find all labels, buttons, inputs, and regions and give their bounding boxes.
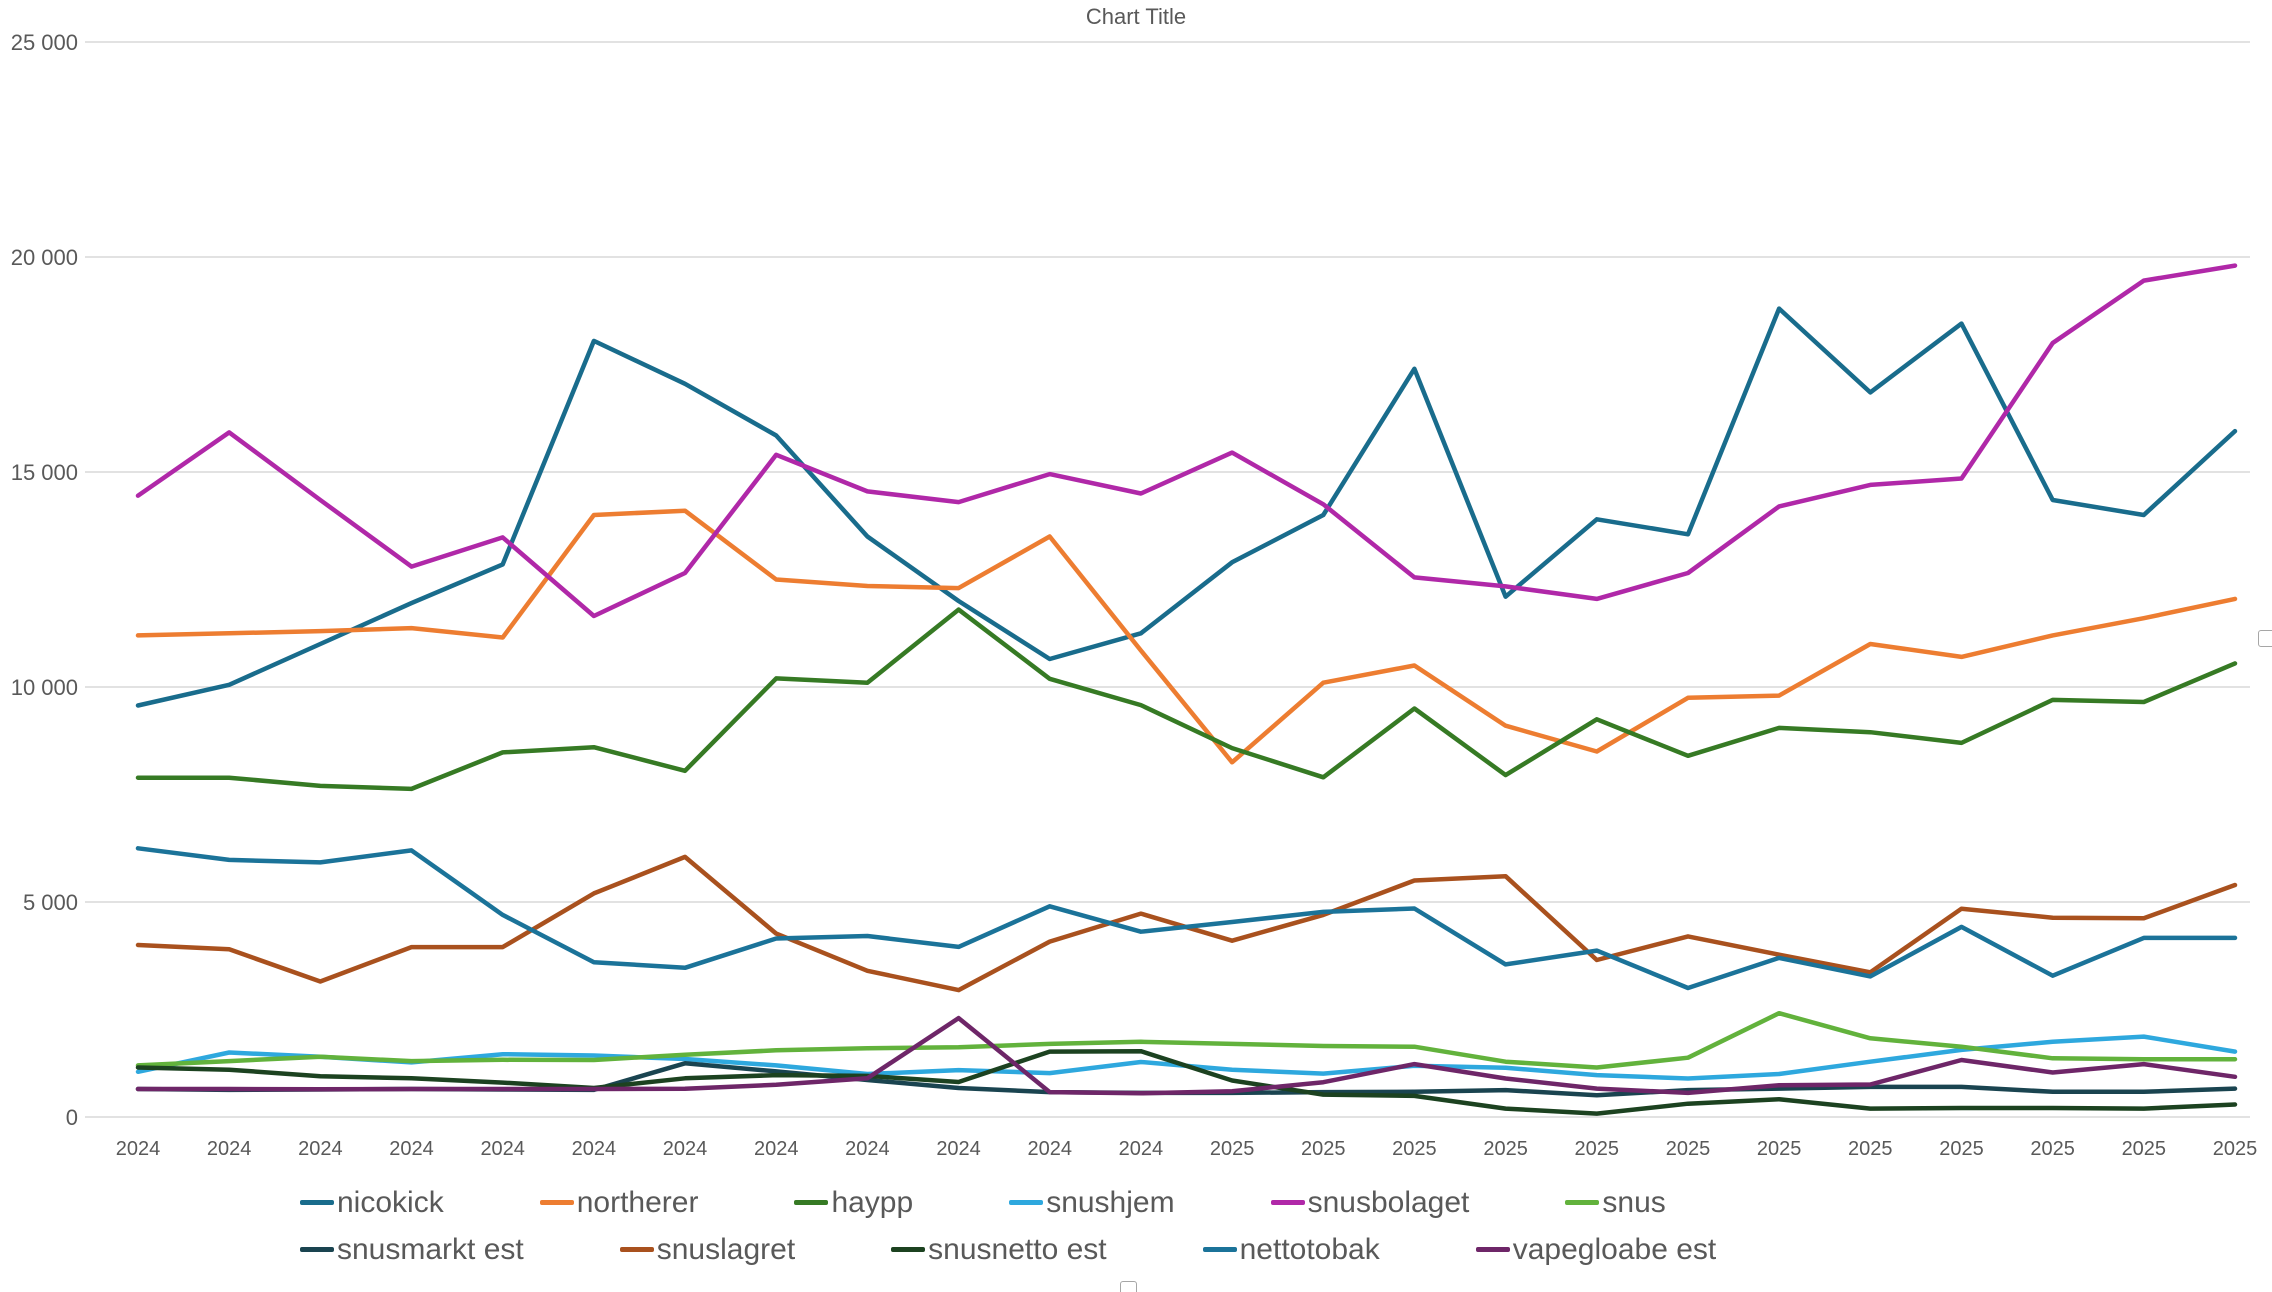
x-axis-label: 2025 xyxy=(1483,1138,1528,1160)
x-axis-label: 2024 xyxy=(389,1138,434,1160)
legend-swatch-icon xyxy=(1202,1247,1237,1252)
legend-item-nicokick[interactable]: nicokick xyxy=(300,1186,444,1219)
y-axis-tick: 5 000 xyxy=(23,890,78,915)
legend-swatch-icon xyxy=(1565,1200,1600,1205)
x-axis-label: 2024 xyxy=(207,1138,252,1160)
legend-item-haypp[interactable]: haypp xyxy=(794,1186,913,1219)
x-axis-label: 2025 xyxy=(2213,1138,2258,1160)
x-axis-label: 2025 xyxy=(1575,1138,1620,1160)
legend-label: snus xyxy=(1602,1186,1666,1219)
legend-swatch-icon xyxy=(1475,1247,1510,1252)
legend-swatch-icon xyxy=(891,1247,926,1252)
x-axis-label: 2024 xyxy=(480,1138,525,1160)
legend-label: snusnetto est xyxy=(928,1233,1107,1266)
legend-item-nettotobak[interactable]: nettotobak xyxy=(1202,1233,1380,1266)
x-axis-label: 2025 xyxy=(1210,1138,1255,1160)
x-axis-label: 2024 xyxy=(1027,1138,1072,1160)
legend-label: snuslagret xyxy=(656,1233,796,1266)
x-axis-label: 2024 xyxy=(1119,1138,1164,1160)
series-line-snusnetto-est[interactable] xyxy=(135,1048,2238,1116)
legend-swatch-icon xyxy=(1270,1200,1305,1205)
legend-swatch-icon xyxy=(300,1247,334,1252)
legend-swatch-icon xyxy=(794,1200,829,1205)
y-axis-tick: 25 000 xyxy=(11,30,78,55)
resize-handle-right[interactable] xyxy=(2258,630,2272,647)
x-axis-label: 2025 xyxy=(1392,1138,1437,1160)
x-axis-label: 2025 xyxy=(2122,1138,2167,1160)
x-axis-label: 2025 xyxy=(1757,1138,1802,1160)
legend-swatch-icon xyxy=(619,1247,654,1252)
series-line-snus[interactable] xyxy=(135,1010,2238,1070)
x-axis-label: 2024 xyxy=(663,1138,708,1160)
x-axis-label: 2024 xyxy=(572,1138,617,1160)
series-line-haypp[interactable] xyxy=(135,607,2238,792)
legend-label: vapegloabe est xyxy=(1512,1233,1717,1266)
x-axis-label: 2025 xyxy=(2030,1138,2075,1160)
series-line-snusbolaget[interactable] xyxy=(135,263,2238,619)
legend-item-northerer[interactable]: northerer xyxy=(539,1186,699,1219)
legend-label: snushjem xyxy=(1046,1186,1175,1219)
legend-swatch-icon xyxy=(300,1200,334,1205)
resize-handle-bottom[interactable] xyxy=(1120,1281,1137,1292)
x-axis-label: 2024 xyxy=(845,1138,890,1160)
series-line-vapegloabe-est[interactable] xyxy=(135,1015,2238,1096)
y-axis-tick: 20 000 xyxy=(11,245,78,270)
x-axis-label: 2025 xyxy=(1939,1138,1984,1160)
legend-label: nettotobak xyxy=(1239,1233,1380,1266)
series-line-nettotobak[interactable] xyxy=(135,846,2238,991)
legend-label: nicokick xyxy=(337,1186,444,1219)
y-axis-tick: 15 000 xyxy=(11,460,78,485)
legend-item-snusmarkt-est[interactable]: snusmarkt est xyxy=(300,1233,524,1266)
x-axis-label: 2025 xyxy=(1301,1138,1346,1160)
legend-label: snusmarkt est xyxy=(337,1233,524,1266)
chart-title: Chart Title xyxy=(1086,4,1186,29)
series-line-northerer[interactable] xyxy=(135,508,2238,765)
legend-item-vapegloabe-est[interactable]: vapegloabe est xyxy=(1475,1233,1717,1266)
x-axis-label: 2025 xyxy=(1848,1138,1893,1160)
x-axis-label: 2024 xyxy=(298,1138,343,1160)
legend-label: haypp xyxy=(831,1186,914,1219)
x-axis-label: 2025 xyxy=(1666,1138,1711,1160)
legend-label: northerer xyxy=(576,1186,699,1219)
legend-item-snuslagret[interactable]: snuslagret xyxy=(619,1233,796,1266)
x-axis-label: 2024 xyxy=(754,1138,799,1160)
x-axis-label: 2024 xyxy=(116,1138,161,1160)
series-line-nicokick[interactable] xyxy=(135,306,2238,708)
legend-item-snus[interactable]: snus xyxy=(1565,1186,1666,1219)
legend-item-snusbolaget[interactable]: snusbolaget xyxy=(1270,1186,1470,1219)
x-axis-label: 2024 xyxy=(936,1138,981,1160)
legend-item-snusnetto-est[interactable]: snusnetto est xyxy=(891,1233,1107,1266)
y-axis-tick: 0 xyxy=(66,1105,78,1130)
chart-legend: nicokick northerer haypp snushjem snusbolage… xyxy=(300,1186,1880,1266)
legend-swatch-icon xyxy=(1009,1200,1044,1205)
legend-label: snusbolaget xyxy=(1307,1186,1470,1219)
legend-item-snushjem[interactable]: snushjem xyxy=(1009,1186,1175,1219)
legend-swatch-icon xyxy=(539,1200,574,1205)
y-axis-tick: 10 000 xyxy=(11,675,78,700)
